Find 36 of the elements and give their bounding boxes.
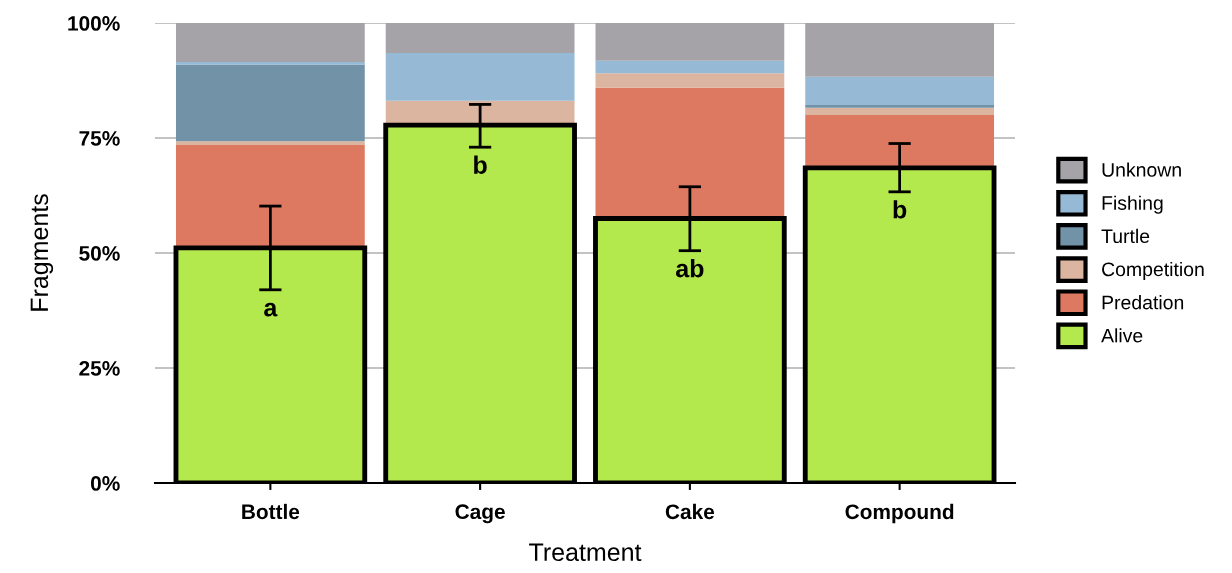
legend-label: Turtle <box>1101 228 1150 244</box>
bar <box>595 60 785 74</box>
y-tick-label: 100% <box>68 16 120 31</box>
annotation: ab <box>676 259 704 278</box>
annotation: a <box>264 302 278 317</box>
x-tick-label: Bottle <box>242 503 300 520</box>
y-tick-label: 50% <box>79 246 120 261</box>
bar <box>385 100 575 126</box>
annotation: b <box>893 200 907 219</box>
y-tick-label: 75% <box>79 131 120 146</box>
bar <box>595 73 785 88</box>
x-tick-label: Cage <box>455 504 505 524</box>
y-axis-title: Fragments <box>30 194 54 311</box>
y-tick-label: 0% <box>90 476 120 491</box>
bar <box>175 141 365 145</box>
bar <box>805 104 995 108</box>
legend-label: Alive <box>1101 328 1143 343</box>
bar <box>805 76 995 105</box>
y-tick-label: 25% <box>79 361 120 376</box>
bar <box>175 23 365 63</box>
bar <box>175 64 365 142</box>
bar <box>385 23 575 53</box>
legend-label: Unknown <box>1102 162 1181 177</box>
bar <box>805 23 995 77</box>
legend-label: Fishing <box>1102 195 1163 214</box>
legend-label: Predation <box>1102 295 1184 310</box>
x-tick-label: Compound <box>845 503 954 524</box>
annotation: b <box>474 155 487 174</box>
bar <box>595 87 785 219</box>
bar <box>385 52 575 101</box>
bar <box>805 115 995 168</box>
x-axis-title: Treatment <box>529 543 642 562</box>
bar <box>595 23 785 61</box>
legend-label: Competition <box>1102 261 1204 281</box>
x-tick-label: Cake <box>665 503 715 520</box>
bar <box>805 107 995 115</box>
